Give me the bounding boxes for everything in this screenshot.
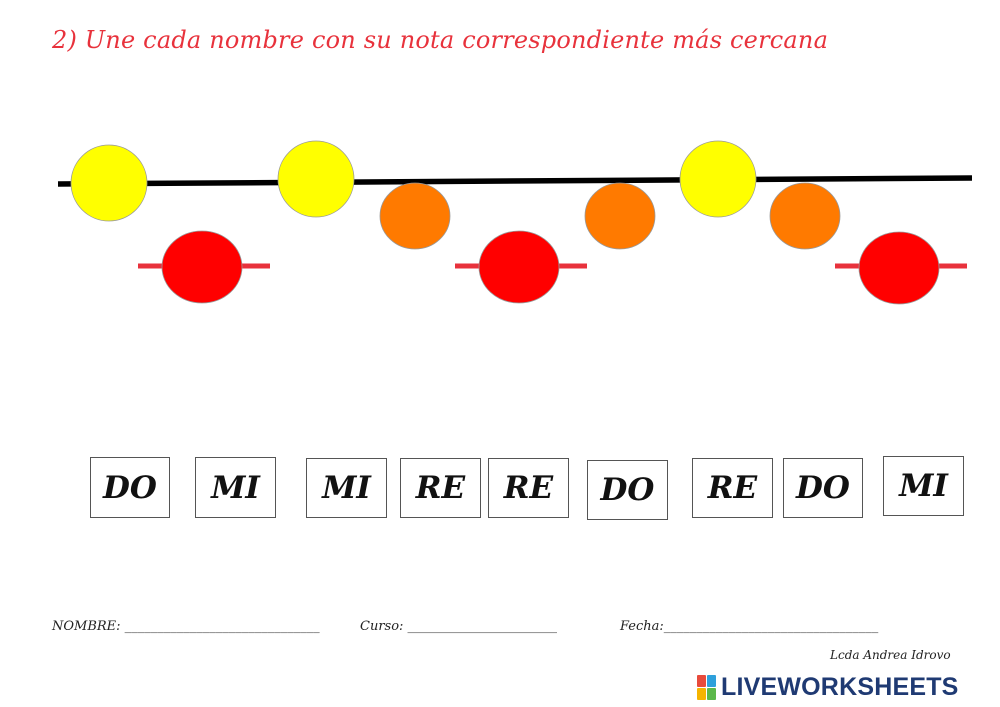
liveworksheets-brand: LIVEWORKSHEETS <box>697 672 959 702</box>
answer-box-mi[interactable]: MI <box>306 458 387 518</box>
note-mi[interactable] <box>277 140 355 218</box>
answer-box-do[interactable]: DO <box>587 460 668 520</box>
instruction-title: 2) Une cada nombre con su nota correspon… <box>52 26 829 54</box>
answer-box-mi[interactable]: MI <box>883 456 964 516</box>
note-do[interactable] <box>161 230 243 304</box>
note-re[interactable] <box>769 182 841 250</box>
answer-box-re[interactable]: RE <box>692 458 773 518</box>
author-credit: Lcda Andrea Idrovo <box>830 648 951 662</box>
liveworksheets-logo-icon <box>697 674 716 700</box>
note-re[interactable] <box>584 182 656 250</box>
note-mi[interactable] <box>679 140 757 218</box>
course-field-label: Curso: _______________________ <box>360 619 558 634</box>
note-do[interactable] <box>478 230 560 304</box>
staff-line <box>57 175 973 187</box>
brand-name: LIVEWORKSHEETS <box>721 672 959 701</box>
name-field-label: NOMBRE: ______________________________ <box>52 619 320 634</box>
answer-box-do[interactable]: DO <box>90 457 170 518</box>
note-mi[interactable] <box>70 144 148 222</box>
answer-box-re[interactable]: RE <box>400 458 481 518</box>
answer-box-mi[interactable]: MI <box>195 457 276 518</box>
note-do[interactable] <box>858 231 940 305</box>
answer-box-do[interactable]: DO <box>783 458 863 518</box>
answer-box-re[interactable]: RE <box>488 458 569 518</box>
note-re[interactable] <box>379 182 451 250</box>
music-staff <box>57 140 973 305</box>
date-field-label: Fecha:_________________________________ <box>620 619 879 634</box>
